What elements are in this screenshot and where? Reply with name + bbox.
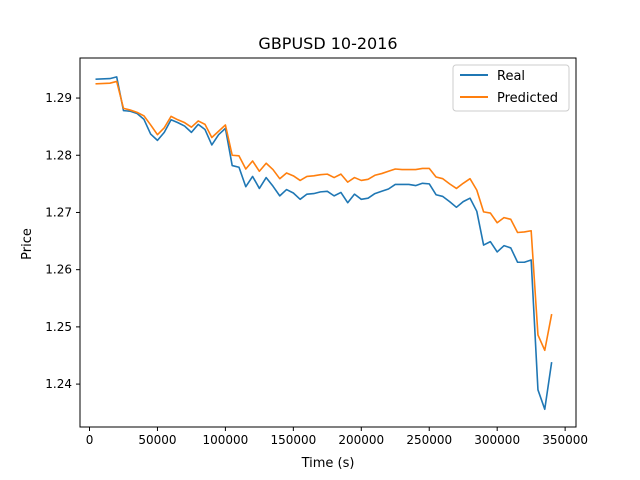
x-tick-label: 50000	[138, 433, 176, 447]
series-line-predicted	[95, 80, 553, 352]
x-tick-label: 250000	[406, 433, 452, 447]
x-tick-label: 300000	[474, 433, 520, 447]
y-tick-label: 1.28	[45, 148, 72, 162]
chart-title: GBPUSD 10-2016	[258, 34, 397, 53]
y-tick-label: 1.27	[45, 205, 72, 219]
y-tick-label: 1.29	[45, 91, 72, 105]
y-tick-label: 1.25	[45, 320, 72, 334]
x-tick-label: 100000	[202, 433, 248, 447]
x-axis-ticks: 0 50000 100000 150000 200000 250000 300000 3500…	[86, 427, 588, 447]
x-tick-label: 0	[86, 433, 94, 447]
legend: Real Predicted	[452, 64, 570, 112]
plot-area-frame	[79, 57, 577, 428]
y-tick-label: 1.26	[45, 263, 72, 277]
x-tick-label: 350000	[542, 433, 588, 447]
series-layer	[95, 76, 553, 411]
legend-label-predicted: Predicted	[497, 91, 558, 106]
x-axis-label: Time (s)	[301, 456, 355, 471]
legend-label-real: Real	[497, 69, 525, 84]
legend-box	[452, 64, 570, 112]
series-line-real	[95, 76, 553, 411]
y-axis-label: Price	[20, 228, 35, 260]
x-tick-label: 150000	[270, 433, 316, 447]
y-tick-label: 1.24	[45, 377, 72, 391]
y-axis-ticks: 1.24 1.25 1.26 1.27 1.28 1.29	[45, 91, 80, 391]
x-tick-label: 200000	[338, 433, 384, 447]
